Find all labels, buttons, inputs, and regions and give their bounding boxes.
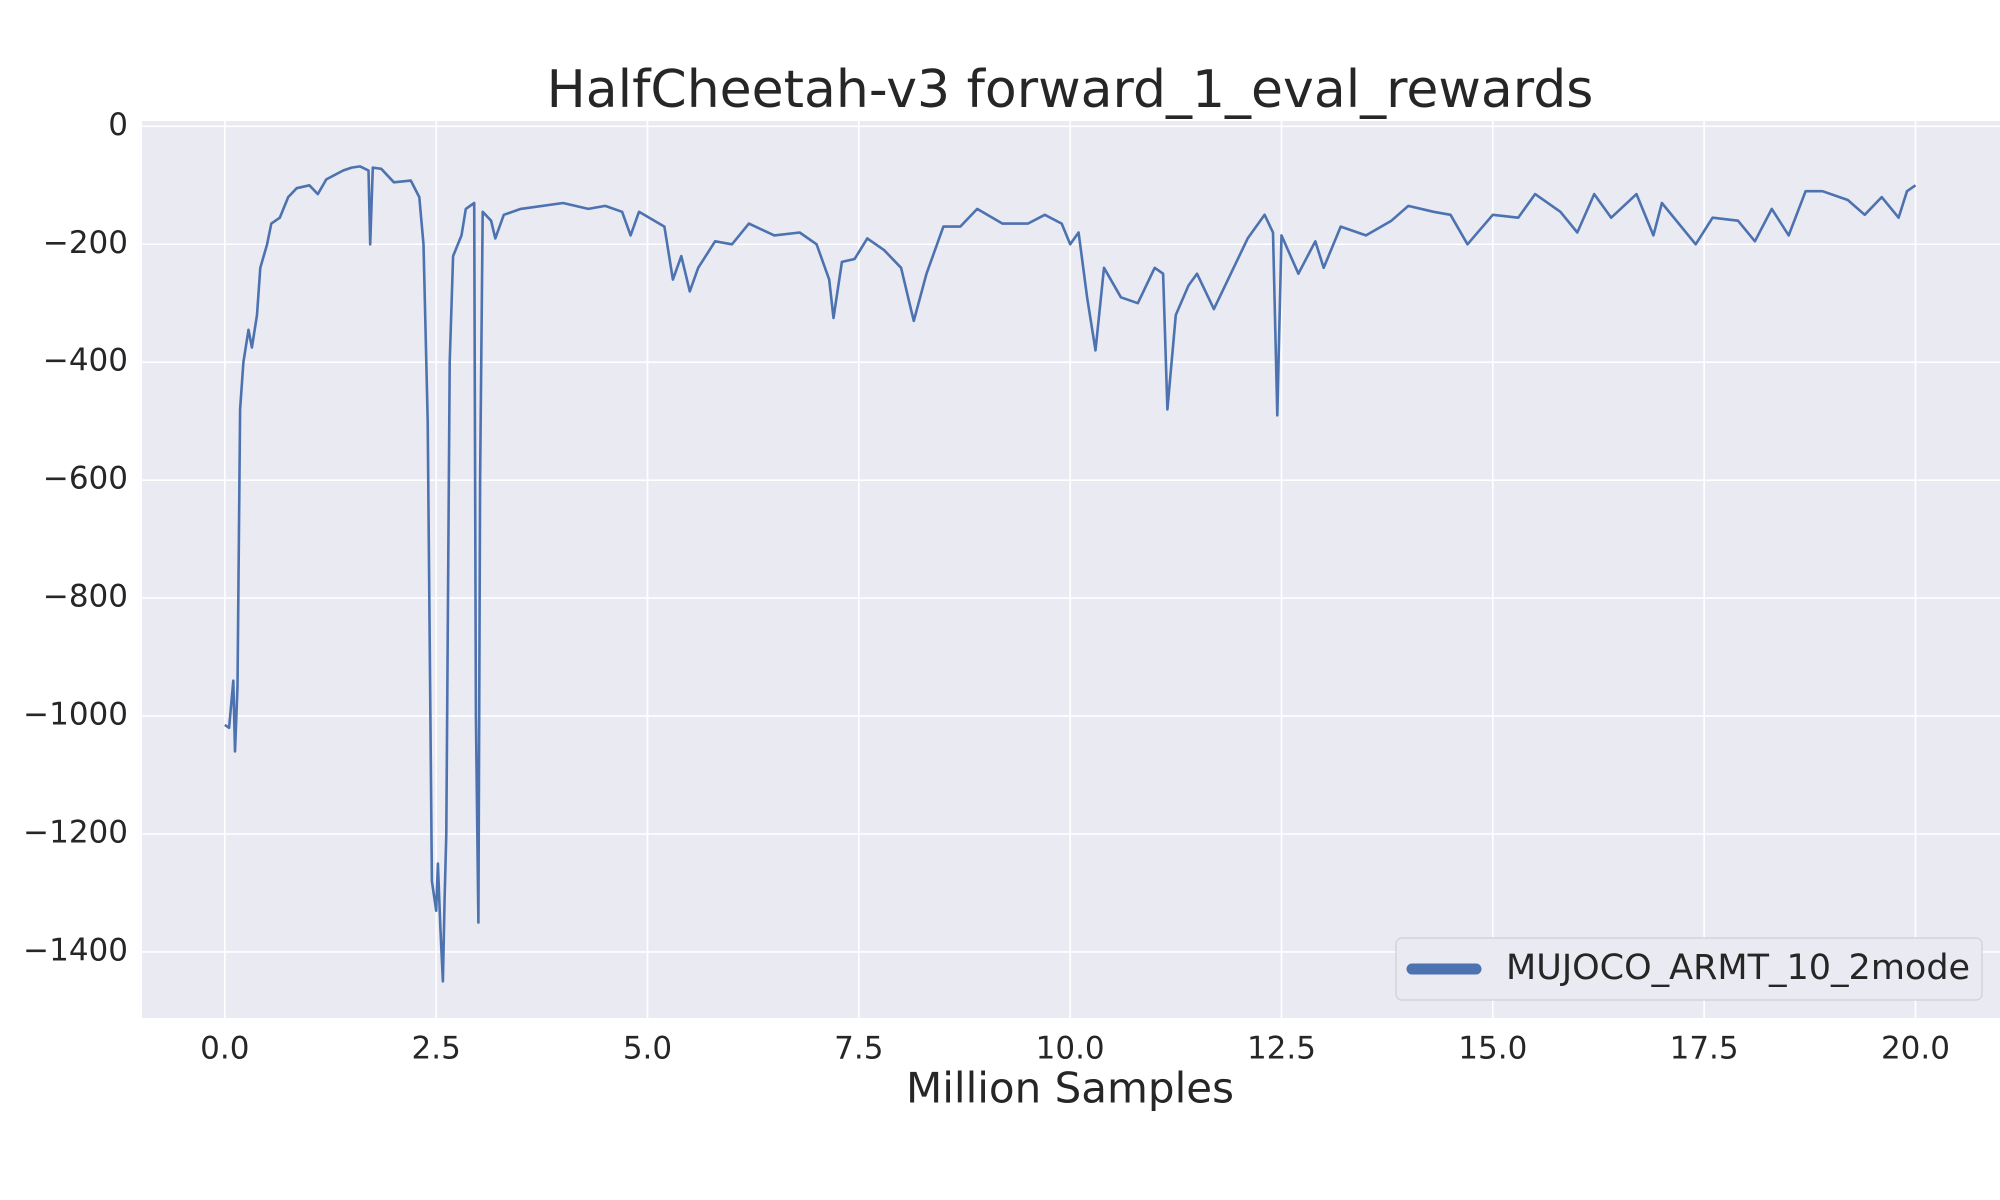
x-tick-label: 17.5 xyxy=(1670,1031,1739,1067)
legend-label: MUJOCO_ARMT_10_2mode xyxy=(1506,948,1970,988)
series-line xyxy=(224,165,1917,983)
legend-box xyxy=(1395,937,1983,1001)
x-tick-label: 12.5 xyxy=(1247,1031,1316,1067)
x-axis-label: Million Samples xyxy=(906,1064,1234,1113)
x-tick-label: 2.5 xyxy=(412,1031,461,1067)
y-tick-label: −1200 xyxy=(23,815,128,851)
x-tick-label: 7.5 xyxy=(834,1031,883,1067)
y-tick-label: −600 xyxy=(43,461,128,497)
x-tick-label: 20.0 xyxy=(1881,1031,1950,1067)
x-tick-label: 15.0 xyxy=(1458,1031,1527,1067)
y-tick-label: −1000 xyxy=(23,697,128,733)
y-tick-label: −200 xyxy=(43,225,128,261)
y-tick-label: 0 xyxy=(108,107,128,143)
chart-title: HalfCheetah-v3 forward_1_eval_rewards xyxy=(547,60,1594,120)
x-tick-label: 5.0 xyxy=(623,1031,672,1067)
y-tick-label: −800 xyxy=(43,579,128,615)
x-tick-label: 0.0 xyxy=(200,1031,249,1067)
plot-area xyxy=(142,121,2000,1018)
y-tick-label: −400 xyxy=(43,343,128,379)
x-tick-label: 10.0 xyxy=(1036,1031,1105,1067)
y-tick-label: −1400 xyxy=(23,932,128,968)
